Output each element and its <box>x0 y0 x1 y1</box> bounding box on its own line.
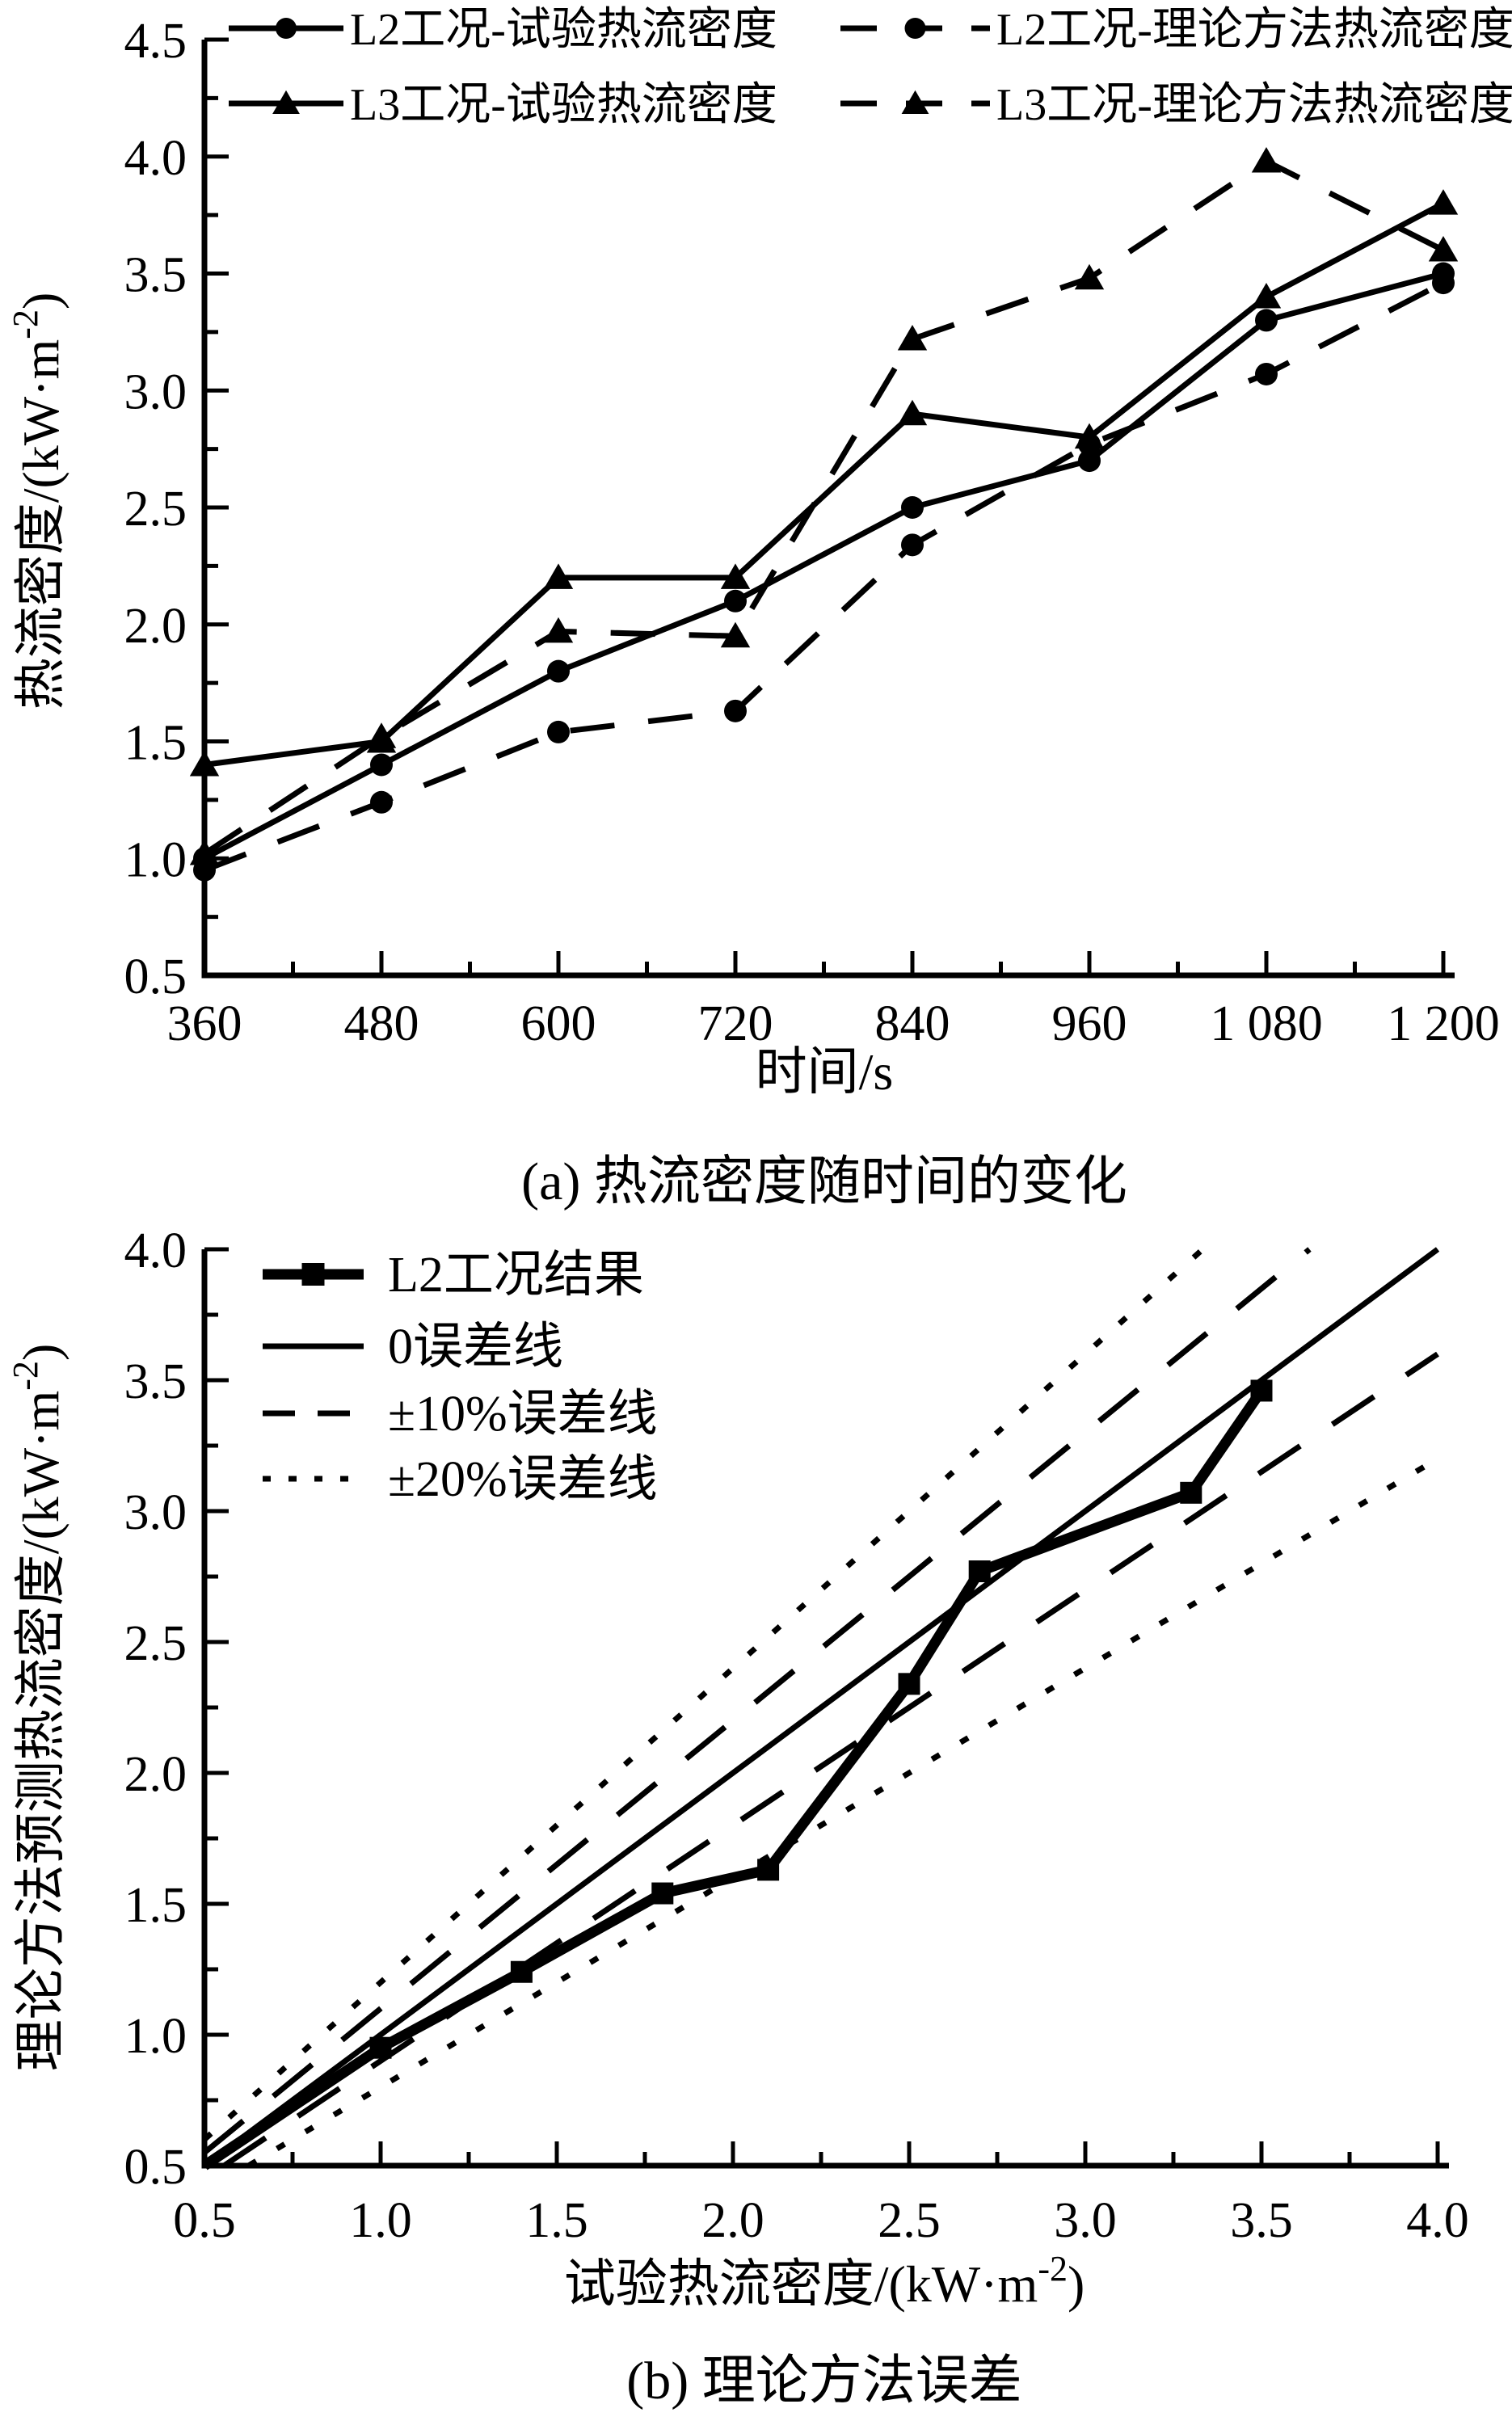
legend-triangle-marker <box>901 90 929 114</box>
x-tick-label: 1.0 <box>349 2193 412 2248</box>
series-2-marker <box>1428 189 1459 215</box>
y-tick-label: 1.5 <box>124 716 187 771</box>
y-tick-label: 0.5 <box>124 949 187 1004</box>
series-3-marker <box>1074 263 1105 290</box>
series-1-marker <box>1432 272 1455 295</box>
series-2-marker <box>897 399 928 426</box>
series-3-marker <box>1428 236 1459 262</box>
error-line-3 <box>246 1456 1439 2169</box>
series-0-marker <box>370 753 393 777</box>
y-tick-label: 4.0 <box>124 1223 187 1278</box>
series-2-marker <box>543 563 574 589</box>
x-tick-label: 4.0 <box>1406 2193 1469 2248</box>
series-line-3 <box>203 158 1445 857</box>
caption-b: (b) 理论方法误差 <box>626 2352 1022 2410</box>
result-marker <box>1180 1481 1202 1504</box>
series-1-marker <box>1255 362 1278 385</box>
x-tick-label: 0.5 <box>173 2193 236 2248</box>
x-tick-label: 3.5 <box>1230 2193 1293 2248</box>
x-tick-label: 600 <box>521 996 596 1051</box>
series-0-marker <box>1078 449 1101 473</box>
y-tick-label: 3.5 <box>124 1354 187 1409</box>
legend-triangle-marker <box>272 90 300 114</box>
series-2-marker <box>189 750 220 777</box>
x-tick-label: 960 <box>1052 996 1127 1051</box>
legend-circle-marker <box>276 18 297 39</box>
x-tick-label: 1 200 <box>1387 996 1500 1051</box>
y-axis-label: 理论方法预测热流密度/(kW·m-2) <box>6 1344 69 2072</box>
series-line-0 <box>203 271 1444 861</box>
x-tick-label: 480 <box>344 996 419 1051</box>
series-0-marker <box>901 496 924 519</box>
series-2-marker <box>720 563 751 589</box>
y-tick-label: 2.0 <box>124 1747 187 1802</box>
legend-label: L2工况-试验热流密度 <box>350 5 777 55</box>
series-3-marker <box>1251 147 1282 173</box>
legend-label: L2工况-理论方法热流密度 <box>996 5 1512 55</box>
chart-a: 360 480 600 720 840 960 1 080 1 200 0.5 1.0 1.5 2.0… <box>6 5 1512 1101</box>
series-1-marker <box>901 533 924 557</box>
y-tick-label: 2.5 <box>124 482 187 537</box>
y-axis-label: 热流密度/(kW·m-2) <box>6 293 69 710</box>
y-tick-label: 2.5 <box>124 1616 187 1671</box>
y-tick-label: 3.5 <box>124 248 187 303</box>
legend-label: ±10%误差线 <box>388 1387 658 1442</box>
y-tick-label: 4.5 <box>124 14 187 69</box>
x-axis-label: 时间/s <box>756 1043 894 1101</box>
series-0-marker <box>1255 309 1278 332</box>
series-3-marker <box>366 722 397 748</box>
x-tick-label: 1 080 <box>1210 996 1323 1051</box>
legend-circle-marker <box>904 18 926 39</box>
caption-a: (a) 热流密度随时间的变化 <box>521 1152 1127 1211</box>
series-3-marker <box>897 325 928 351</box>
series-line-2 <box>204 200 1445 768</box>
y-tick-label: 1.0 <box>124 2009 187 2064</box>
legend-label: L3工况-理论方法热流密度 <box>996 80 1512 130</box>
legend-label: L3工况-试验热流密度 <box>350 80 777 130</box>
series-2-marker <box>1074 423 1105 449</box>
y-tick-label: 2.0 <box>124 599 187 654</box>
x-tick-label: 3.0 <box>1054 2193 1117 2248</box>
error-line-2 <box>222 1351 1439 2168</box>
series-1-marker <box>547 720 570 743</box>
x-tick-label: 1.5 <box>525 2193 588 2248</box>
error-line-3 <box>202 1247 1205 2142</box>
error-line-1 <box>202 1247 1440 2168</box>
x-tick-label: 840 <box>875 996 950 1051</box>
chart-b: 0.5 1.0 1.5 2.0 2.5 3.0 3.5 4.0 0.5 1.0 1.5 2.0 2.5 3… <box>6 1223 1469 2313</box>
series-0-marker <box>724 589 747 613</box>
result-marker <box>968 1560 991 1583</box>
y-tick-label: 3.0 <box>124 364 187 419</box>
x-tick-label: 720 <box>698 996 773 1051</box>
series-3-marker <box>543 617 574 643</box>
y-tick-label: 1.0 <box>124 832 187 887</box>
legend-label: ±20%误差线 <box>388 1452 658 1507</box>
y-tick-label: 3.0 <box>124 1485 187 1540</box>
series-1-marker <box>724 699 747 722</box>
series-1-marker <box>370 790 393 814</box>
axis-spines <box>201 40 1455 979</box>
legend-label: L2工况结果 <box>388 1248 644 1303</box>
legend-label: 0误差线 <box>388 1320 563 1375</box>
x-axis-label: 试验热流密度/(kW·m-2) <box>564 2249 1085 2313</box>
y-tick-label: 1.5 <box>124 1878 187 1933</box>
x-tick-label: 360 <box>167 996 242 1051</box>
series-3-marker <box>720 621 751 648</box>
y-tick-label: 4.0 <box>124 131 187 186</box>
x-tick-label: 2.5 <box>878 2193 941 2248</box>
result-marker <box>898 1673 920 1695</box>
series-0-marker <box>547 659 570 683</box>
series-3-marker <box>189 839 220 865</box>
result-marker <box>651 1882 674 1905</box>
series-2-marker <box>1251 282 1282 309</box>
legend-square-marker <box>301 1263 325 1286</box>
error-line-2 <box>202 1247 1312 2155</box>
y-tick-label: 0.5 <box>124 2140 187 2195</box>
x-tick-label: 2.0 <box>701 2193 764 2248</box>
result-marker <box>757 1859 780 1881</box>
